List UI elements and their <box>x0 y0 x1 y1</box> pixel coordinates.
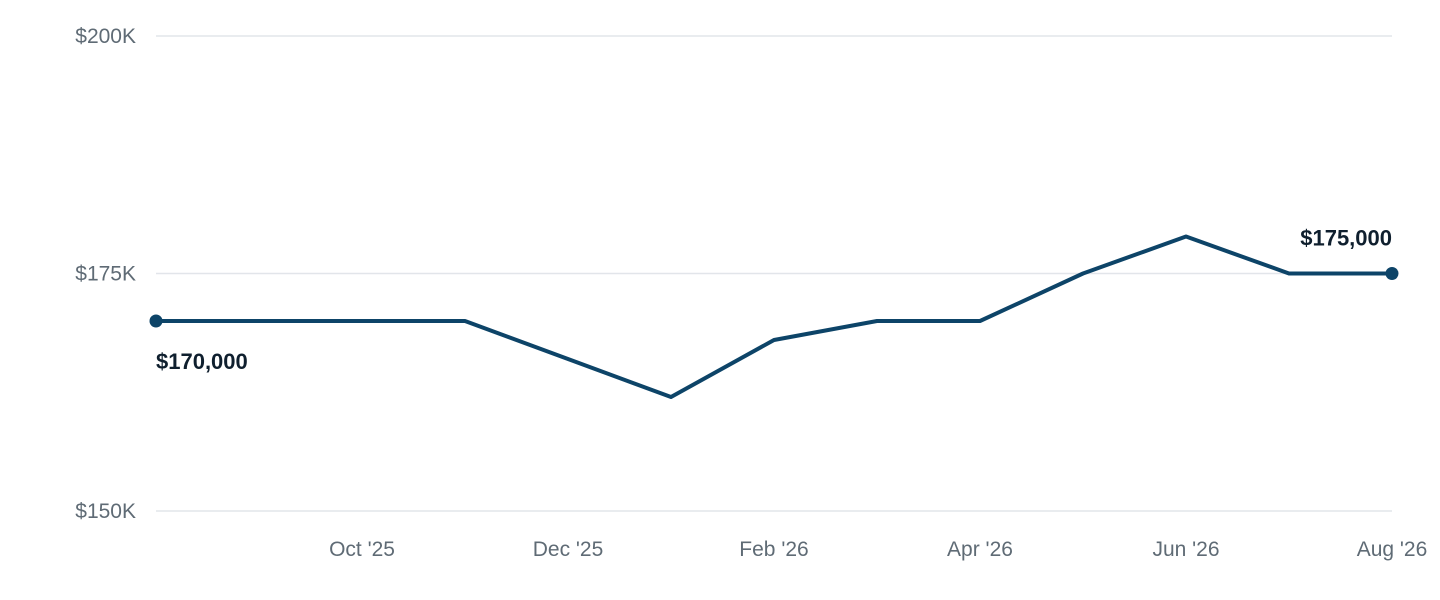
grid-layer <box>156 35 1392 512</box>
series-layer <box>154 234 1394 399</box>
x-tick-label: Aug '26 <box>1357 538 1428 561</box>
annotation-layer: $170,000 $175,000 <box>149 226 1399 374</box>
y-tick-label: $175K <box>75 263 136 286</box>
data-point-marker <box>1385 267 1399 280</box>
y-tick-label: $150K <box>75 500 136 523</box>
x-tick-label: Oct '25 <box>329 538 395 561</box>
data-label: $175,000 <box>1300 226 1392 251</box>
series-line <box>154 234 1394 399</box>
data-label: $170,000 <box>156 349 248 374</box>
x-tick-label: Apr '26 <box>947 538 1013 561</box>
x-tick-label: Feb '26 <box>739 538 808 561</box>
x-tick-label: Jun '26 <box>1152 538 1219 561</box>
x-axis-ticks: Oct '25 Dec '25 Feb '26 Apr '26 Jun '26 Aug '… <box>329 538 1427 561</box>
y-tick-label: $200K <box>75 25 136 48</box>
data-point-marker <box>149 314 163 328</box>
x-tick-label: Dec '25 <box>533 538 604 561</box>
y-axis-ticks: $200K $175K $150K <box>75 25 136 523</box>
